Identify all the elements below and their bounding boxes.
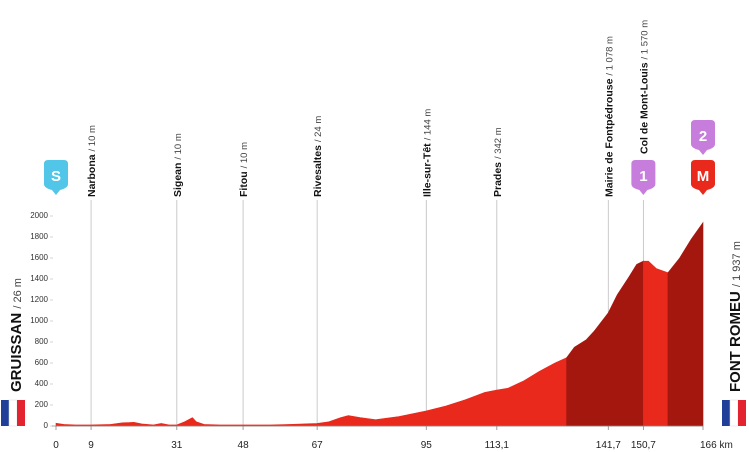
flag-start — [1, 399, 25, 427]
marker-label: M — [697, 168, 710, 185]
waypoint-name: Sigean — [172, 163, 184, 197]
y-tick-label: 1400 — [30, 274, 48, 283]
x-tick-label: 0 — [53, 440, 59, 451]
x-tick-label: 9 — [88, 440, 94, 451]
finish-label: FONT ROMEU / 1 937 m — [727, 241, 744, 392]
waypoint-label: Fitou / 10 m — [238, 142, 250, 197]
waypoint-name: Mairie de Fontpédrouse — [603, 78, 615, 197]
waypoint-alt: / 342 m — [493, 127, 504, 159]
waypoint-alt: / 24 m — [313, 116, 324, 142]
marker-shape — [691, 120, 715, 155]
start-alt: / 26 m — [12, 278, 24, 309]
y-tick-label: 1000 — [30, 316, 48, 325]
marker-label: S — [51, 168, 61, 185]
start-label: GRUISSAN / 26 m — [8, 278, 25, 392]
marker: 1 — [631, 160, 656, 195]
profile-area — [566, 260, 644, 427]
waypoint-name: Ille-sur-Têt — [421, 143, 433, 197]
y-tick-label: 2000 — [30, 211, 48, 220]
x-tick-label: 166 km — [700, 440, 733, 451]
finish-name: FONT ROMEU — [727, 291, 744, 392]
waypoint-label: Ille-sur-Têt / 144 m — [421, 109, 433, 197]
marker-label: 1 — [639, 168, 647, 185]
waypoint-alt: / 10 m — [239, 142, 250, 168]
waypoint-name: Col de Mont-Louis — [638, 62, 650, 154]
x-tick-label: 150,7 — [631, 440, 656, 451]
waypoint-alt: / 1 570 m — [639, 20, 650, 60]
y-tick-label: 400 — [35, 379, 49, 388]
y-tick-label: 1600 — [30, 253, 48, 262]
waypoint-name: Prades — [492, 162, 504, 197]
y-tick-label: 200 — [35, 400, 49, 409]
waypoint-label: Col de Mont-Louis / 1 570 m — [638, 20, 650, 154]
y-tick-label: 1800 — [30, 232, 48, 241]
profile-area — [667, 221, 704, 427]
finish-alt: / 1 937 m — [731, 241, 743, 287]
waypoint-label: Prades / 342 m — [492, 127, 504, 197]
marker-shape — [44, 160, 68, 195]
flag-finish — [722, 399, 746, 427]
marker-label: 2 — [699, 128, 707, 145]
waypoint-name: Fitou — [238, 171, 250, 197]
waypoint-name: Narbona — [86, 154, 98, 197]
x-tick-label: 48 — [238, 440, 250, 451]
waypoint-alt: / 10 m — [173, 133, 184, 159]
waypoint-alt: / 10 m — [87, 125, 98, 151]
y-tick-label: 600 — [35, 358, 49, 367]
waypoint-label: Rivesaltes / 24 m — [312, 116, 324, 197]
profile-area — [55, 357, 567, 427]
y-tick-label: 0 — [44, 421, 49, 430]
x-tick-label: 67 — [312, 440, 324, 451]
x-tick-label: 95 — [421, 440, 433, 451]
marker: M — [691, 160, 715, 195]
start-name: GRUISSAN — [8, 313, 25, 392]
waypoint-label: Sigean / 10 m — [172, 133, 184, 197]
profile-area — [643, 260, 669, 427]
waypoint-label: Mairie de Fontpédrouse / 1 078 m — [603, 36, 615, 197]
marker-shape — [631, 160, 656, 195]
marker: S — [44, 160, 68, 195]
waypoint-alt: / 1 078 m — [604, 36, 615, 76]
waypoint-label: Narbona / 10 m — [86, 125, 98, 197]
waypoint-name: Rivesaltes — [312, 145, 324, 197]
x-tick-label: 113,1 — [485, 440, 510, 451]
y-tick-label: 800 — [35, 337, 49, 346]
y-tick-label: 1200 — [30, 295, 48, 304]
marker-shape — [691, 160, 715, 195]
marker: 2 — [691, 120, 715, 155]
x-tick-label: 141,7 — [596, 440, 621, 451]
waypoint-alt: / 144 m — [422, 109, 433, 141]
x-tick-label: 31 — [171, 440, 183, 451]
